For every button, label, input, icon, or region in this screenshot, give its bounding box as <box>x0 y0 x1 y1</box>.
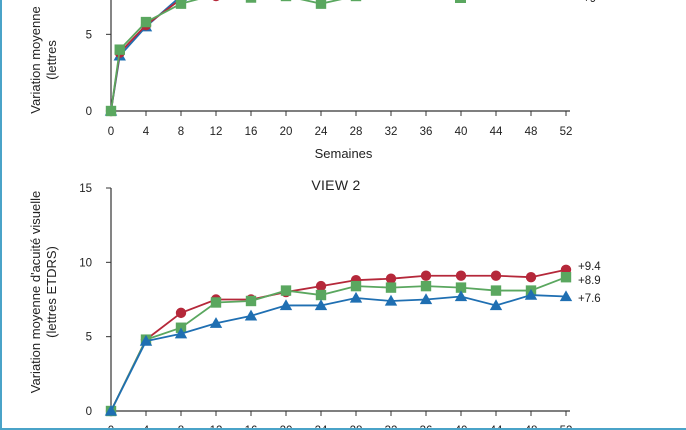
series-line-red <box>110 268 567 412</box>
x-tick-label: 28 <box>350 126 363 138</box>
x-tick-label: 16 <box>245 126 258 138</box>
chart-panel-2: 0481216202428323640444852051015VIEW 2Var… <box>28 177 601 430</box>
series-line-blue <box>110 294 567 412</box>
data-point-red <box>212 0 220 2</box>
x-tick-label: 12 <box>210 425 223 430</box>
data-point-green <box>140 16 152 28</box>
end-label-blue: +7.6 <box>578 293 601 305</box>
x-tick-label: 36 <box>420 126 433 138</box>
data-point-red <box>455 270 467 281</box>
x-tick-label: 12 <box>210 126 223 138</box>
y-tick-label: 5 <box>86 29 92 41</box>
y-tick-label: 5 <box>86 332 92 344</box>
x-tick-label: 0 <box>108 425 114 430</box>
data-point-green <box>245 295 257 307</box>
legend-square-partial <box>455 0 466 3</box>
x-tick-label: 44 <box>490 425 503 430</box>
x-tick-label: 36 <box>420 425 433 430</box>
y-tick-label: 10 <box>79 257 92 269</box>
data-point-green <box>385 282 397 293</box>
data-point-red <box>490 270 502 281</box>
end-label-red: +9.4 <box>578 261 601 273</box>
x-tick-label: 20 <box>280 425 293 430</box>
data-point-green <box>350 280 362 292</box>
y-tick-label: 0 <box>86 106 92 118</box>
x-tick-label: 44 <box>490 126 503 138</box>
data-point-blue <box>139 334 153 346</box>
series-line-blue <box>110 0 178 112</box>
data-point-blue <box>174 327 188 339</box>
chart-panel-1: 0 4 8 12 16 20 24 28 32 36 40 44 48 5205SemainesVaria… <box>28 0 596 161</box>
x-tick-label: 32 <box>385 425 398 430</box>
x-tick-label: 4 <box>143 425 150 430</box>
x-tick-label: 40 <box>455 126 468 138</box>
x-tick-label: 32 <box>385 126 398 138</box>
data-point-blue <box>279 299 293 311</box>
y-tick-label: 0 <box>86 406 92 418</box>
x-tick-label: 16 <box>245 425 258 430</box>
data-point-green <box>420 280 432 292</box>
x-tick-label: 48 <box>525 425 538 430</box>
data-point-red <box>525 272 537 283</box>
data-point-red <box>385 273 397 284</box>
data-point-green <box>114 44 125 55</box>
y-axis-title-line: Variation moyenne <box>28 6 43 113</box>
data-point-red <box>315 280 327 292</box>
data-point-blue <box>104 404 118 416</box>
x-tick-label: 8 <box>178 126 184 138</box>
series-line-green <box>110 0 342 112</box>
data-point-green <box>105 105 117 117</box>
data-point-blue <box>314 299 328 311</box>
data-point-blue <box>244 309 258 321</box>
y-axis-title: Variation moyenne(lettres <box>28 6 59 113</box>
y-axis-title-line: Variation moyenne d'acuité visuelle <box>28 191 43 393</box>
x-tick-label: 48 <box>525 126 538 138</box>
x-tick-label: 24 <box>315 126 328 138</box>
y-axis-title-line: (lettres <box>44 40 59 80</box>
x-tick-label: 8 <box>178 425 184 430</box>
data-point-blue <box>349 291 363 303</box>
data-point-green <box>560 272 572 283</box>
data-point-blue <box>209 317 223 328</box>
x-tick-label: 28 <box>350 425 363 430</box>
data-point-green <box>455 282 467 293</box>
data-point-green <box>490 285 502 296</box>
data-point-green <box>350 0 362 2</box>
x-tick-label: 20 <box>280 126 293 138</box>
data-point-green <box>245 0 257 3</box>
x-tick-label: 0 <box>108 126 114 138</box>
x-tick-label: 4 <box>143 126 150 138</box>
data-point-red <box>420 270 432 281</box>
data-point-blue <box>489 299 503 311</box>
data-point-green <box>315 0 327 9</box>
x-tick-label: 52 <box>560 425 573 430</box>
x-axis-title: Semaines <box>315 146 373 161</box>
end-label-partial: +9 <box>583 0 596 5</box>
data-point-green <box>210 297 222 308</box>
data-point-blue <box>524 288 538 300</box>
series-line-green <box>110 276 567 412</box>
panel-title: VIEW 2 <box>311 177 360 193</box>
data-point-blue <box>454 290 468 302</box>
data-point-green <box>280 0 292 2</box>
data-point-green <box>315 289 327 301</box>
x-tick-label: 24 <box>315 425 328 430</box>
data-point-green <box>280 285 292 296</box>
y-tick-label: 15 <box>79 183 92 195</box>
x-tick-label: 52 <box>560 126 573 138</box>
data-point-blue <box>419 293 433 305</box>
end-label-green: +8.9 <box>578 275 601 287</box>
y-axis-title-line: (lettres ETDRS) <box>44 246 59 338</box>
data-point-red <box>175 307 187 319</box>
data-point-blue <box>384 294 398 306</box>
data-point-blue <box>559 290 573 302</box>
data-point-green <box>175 0 187 9</box>
series-line-red <box>110 0 182 112</box>
x-tick-label: 40 <box>455 425 468 430</box>
y-axis-title: Variation moyenne d'acuité visuelle(lett… <box>28 191 59 393</box>
